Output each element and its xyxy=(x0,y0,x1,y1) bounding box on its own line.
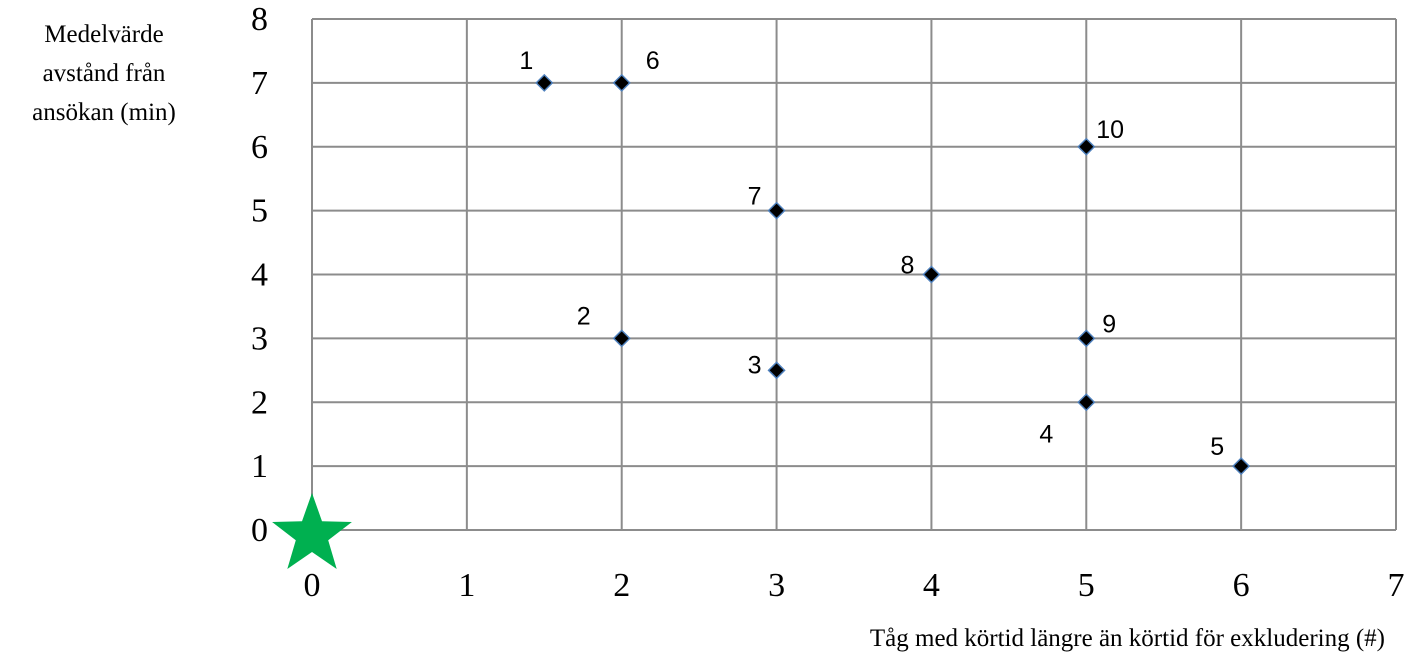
point-label: 9 xyxy=(1102,310,1116,338)
data-point xyxy=(1232,457,1251,476)
point-label: 4 xyxy=(1039,420,1053,448)
point-label: 5 xyxy=(1210,433,1224,461)
y-tick-label: 6 xyxy=(251,129,268,166)
x-tick-label: 7 xyxy=(1388,567,1405,604)
y-tick-label: 4 xyxy=(251,257,268,294)
grid xyxy=(311,18,1397,531)
data-point xyxy=(612,329,631,348)
x-tick-label: 5 xyxy=(1078,567,1095,604)
x-axis-title: Tåg med körtid längre än körtid för exkl… xyxy=(870,625,1385,652)
x-tick-label: 3 xyxy=(768,567,785,604)
y-axis-title: Medelvärde avstånd från ansökan (min) xyxy=(32,21,176,126)
x-tick-label: 6 xyxy=(1233,567,1250,604)
y-tick-label: 0 xyxy=(251,512,268,549)
y-tick-label: 3 xyxy=(251,320,268,357)
x-tick-label: 4 xyxy=(923,567,940,604)
data-point xyxy=(612,73,631,92)
y-tick-label: 8 xyxy=(251,1,268,38)
x-tick-label: 1 xyxy=(458,567,475,604)
y-tick-label: 5 xyxy=(251,193,268,230)
data-point xyxy=(767,201,786,220)
data-point xyxy=(1077,329,1096,348)
x-axis-ticks: 0 1 2 3 4 5 6 7 xyxy=(304,567,1405,604)
y-axis-title-line-3: ansökan (min) xyxy=(32,99,176,126)
y-axis-ticks: 0 1 2 3 4 5 6 7 8 xyxy=(251,1,268,549)
y-tick-label: 7 xyxy=(251,65,268,102)
point-label: 10 xyxy=(1096,116,1124,144)
y-axis-title-line-2: avstånd från xyxy=(43,60,166,87)
x-tick-label: 2 xyxy=(613,567,630,604)
point-label: 7 xyxy=(748,183,762,211)
point-label: 6 xyxy=(646,47,660,75)
point-labels: 1 2 3 4 5 6 7 8 9 10 xyxy=(519,47,1224,461)
x-tick-label: 0 xyxy=(304,567,321,604)
data-point xyxy=(922,265,941,284)
y-axis-title-line-1: Medelvärde xyxy=(44,21,163,48)
point-label: 2 xyxy=(577,302,591,330)
data-point xyxy=(767,361,786,380)
point-label: 1 xyxy=(519,47,533,75)
data-point xyxy=(535,73,554,92)
data-point xyxy=(1077,137,1096,156)
star-marker xyxy=(272,493,352,569)
point-label: 3 xyxy=(748,351,762,379)
data-point xyxy=(1077,393,1096,412)
y-tick-label: 1 xyxy=(251,448,268,485)
y-tick-label: 2 xyxy=(251,384,268,421)
reference-marker xyxy=(272,493,352,569)
data-points xyxy=(535,73,1251,476)
point-label: 8 xyxy=(900,252,914,280)
